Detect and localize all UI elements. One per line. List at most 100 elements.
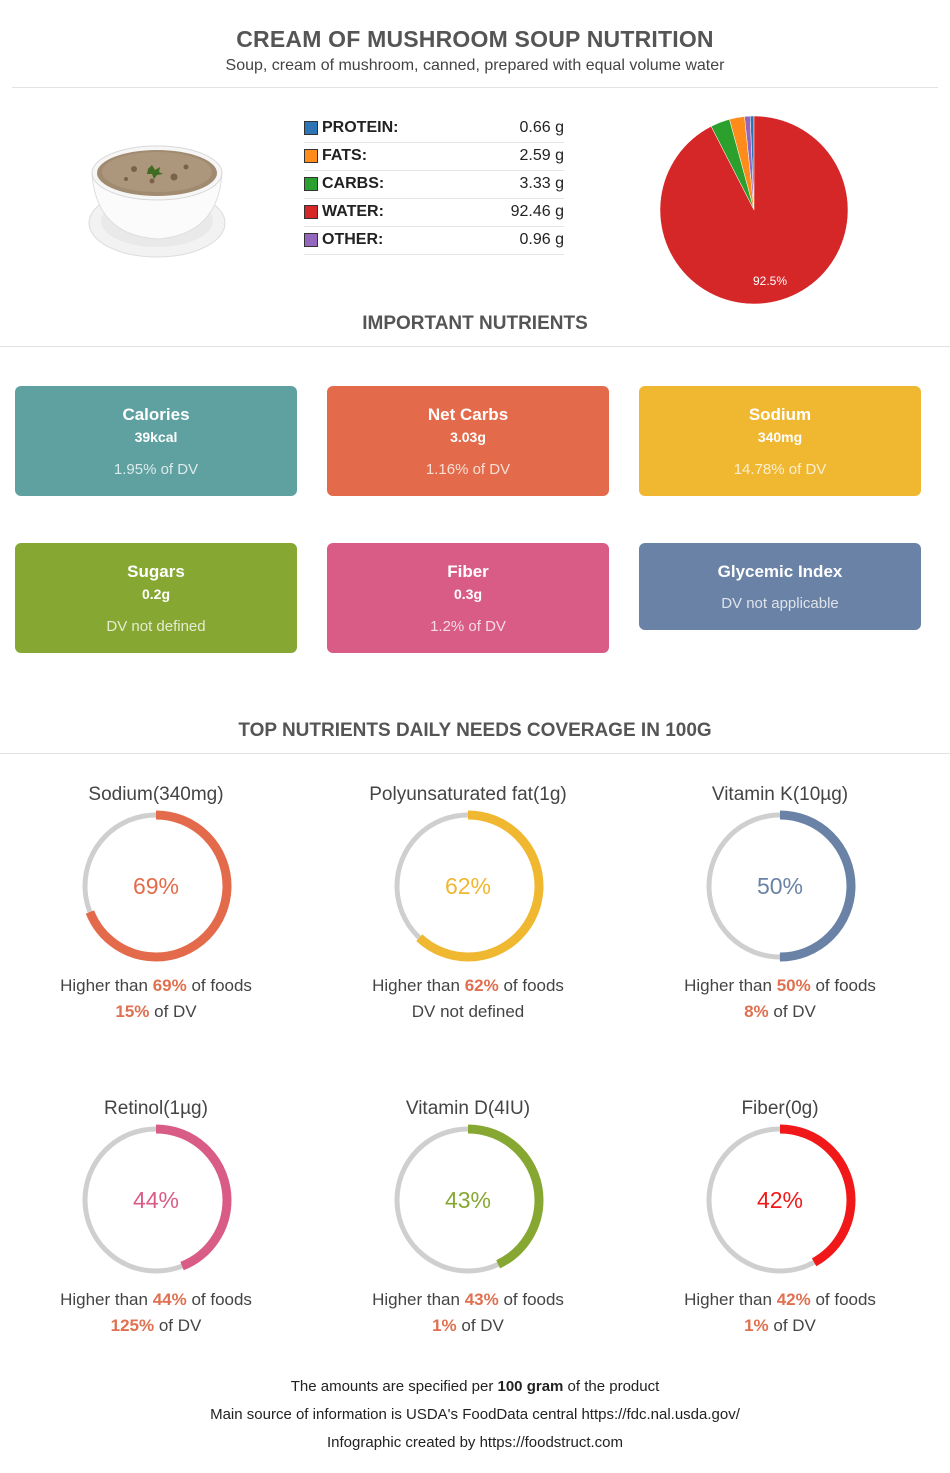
pie-slice-water xyxy=(659,115,849,305)
ring-percent: 62% xyxy=(445,873,491,899)
ring-title: Polyunsaturated fat(1g) xyxy=(369,784,567,805)
ring-higher-than: Higher than 69% of foods xyxy=(0,976,312,996)
higher-value: 44% xyxy=(152,1290,187,1309)
macro-label: CARBS: xyxy=(322,175,385,192)
ring-dv: 1% of DV xyxy=(312,1316,624,1336)
higher-suffix: of foods xyxy=(186,976,252,995)
macro-row-carbs: CARBS: 3.33 g xyxy=(304,170,564,199)
page-title: CREAM OF MUSHROOM SOUP NUTRITION xyxy=(236,26,714,52)
higher-suffix: of foods xyxy=(498,976,564,995)
higher-value: 42% xyxy=(776,1290,811,1309)
higher-value: 43% xyxy=(464,1290,499,1309)
footer-credit: Infographic created by https://foodstruc… xyxy=(327,1434,623,1451)
higher-value: 62% xyxy=(464,976,499,995)
card-name: Sodium xyxy=(748,405,812,424)
higher-prefix: Higher than xyxy=(372,976,465,995)
other-swatch xyxy=(304,233,318,247)
higher-prefix: Higher than xyxy=(60,976,153,995)
higher-suffix: of foods xyxy=(498,1290,564,1309)
ring-cell: Vitamin K(10µg) Higher than 50% of foods 8… xyxy=(624,784,936,1034)
ring-percent: 43% xyxy=(445,1187,491,1213)
ring-dv: 15% of DV xyxy=(0,1002,312,1022)
ring-title: Vitamin K(10µg) xyxy=(711,784,849,805)
carbs-swatch xyxy=(304,177,318,191)
card-dv: 1.2% of DV xyxy=(430,618,506,635)
ring-dv: 1% of DV xyxy=(624,1316,936,1336)
ring-percent: 69% xyxy=(133,873,179,899)
ring-higher-than: Higher than 50% of foods xyxy=(624,976,936,996)
dv-suffix: of DV xyxy=(149,1002,197,1021)
footer-note-suffix: of the product xyxy=(563,1378,660,1395)
higher-prefix: Higher than xyxy=(372,1290,465,1309)
card-sugars: Sugars 0.2g DV not defined xyxy=(15,543,297,653)
ring-progress xyxy=(392,810,544,962)
card-calories: Calories 39kcal 1.95% of DV xyxy=(15,386,297,496)
ring-progress xyxy=(704,810,856,962)
footer-note-bold: 100 gram xyxy=(497,1378,564,1395)
dv-value: 1% xyxy=(744,1316,769,1335)
macro-row-protein: PROTEIN: 0.66 g xyxy=(304,114,564,143)
fats-swatch xyxy=(304,149,318,163)
dv-suffix: of DV xyxy=(154,1316,202,1335)
card-name: Calories xyxy=(122,405,190,424)
macro-label: WATER: xyxy=(322,203,384,220)
higher-suffix: of foods xyxy=(810,976,876,995)
macro-label: PROTEIN: xyxy=(322,119,399,136)
ring-higher-than: Higher than 62% of foods xyxy=(312,976,624,996)
card-value: 3.03g xyxy=(450,429,486,445)
dv-value: 8% xyxy=(744,1002,769,1021)
ring-gauge: 44% xyxy=(80,1124,232,1276)
dv-suffix: of DV xyxy=(456,1316,504,1335)
ring-cell: Fiber(0g) Higher than 42% of foods 1% of D… xyxy=(624,1098,936,1348)
ring-higher-than: Higher than 42% of foods xyxy=(624,1290,936,1310)
ring-title: Sodium(340mg) xyxy=(88,784,224,805)
coverage-divider xyxy=(0,753,950,754)
ring-dv: DV not defined xyxy=(312,1002,624,1022)
higher-prefix: Higher than xyxy=(60,1290,153,1309)
ring-gauge: 69% xyxy=(80,810,232,962)
ring-progress xyxy=(392,1124,544,1276)
pie-slice-label: 92.5% xyxy=(753,274,787,288)
higher-prefix: Higher than xyxy=(684,976,777,995)
important-nutrients-title: IMPORTANT NUTRIENTS xyxy=(362,313,588,334)
ring-cell: Vitamin D(4IU) Higher than 43% of foods 1%… xyxy=(312,1098,624,1348)
card-name: Net Carbs xyxy=(427,405,509,424)
card-value: 340mg xyxy=(757,429,803,445)
ring-cell: Polyunsaturated fat(1g) Higher than 62% o… xyxy=(312,784,624,1034)
ring-higher-than: Higher than 44% of foods xyxy=(0,1290,312,1310)
ring-higher-than: Higher than 43% of foods xyxy=(312,1290,624,1310)
card-value: 0.2g xyxy=(141,586,170,602)
ring-gauge: 62% xyxy=(392,810,544,962)
ring-title: Vitamin D(4IU) xyxy=(405,1098,531,1119)
card-net-carbs: Net Carbs 3.03g 1.16% of DV xyxy=(327,386,609,496)
card-value: 0.3g xyxy=(453,586,482,602)
card-glycemic-index: Glycemic Index DV not applicable xyxy=(639,543,921,630)
card-sodium: Sodium 340mg 14.78% of DV xyxy=(639,386,921,496)
important-divider xyxy=(0,346,950,347)
dv-value: 125% xyxy=(110,1316,155,1335)
macro-row-fats: FATS: 2.59 g xyxy=(304,142,564,171)
higher-value: 50% xyxy=(776,976,811,995)
macro-label: OTHER: xyxy=(322,231,384,248)
ring-gauge: 43% xyxy=(392,1124,544,1276)
footer-source: Main source of information is USDA's Foo… xyxy=(210,1406,740,1423)
macro-value: 0.66 g xyxy=(519,119,564,136)
dv-value: 15% xyxy=(115,1002,150,1021)
ring-cell: Retinol(1µg) Higher than 44% of foods 125%… xyxy=(0,1098,312,1348)
ring-percent: 50% xyxy=(757,873,803,899)
macro-value: 3.33 g xyxy=(519,175,564,192)
soup-bowl-image xyxy=(88,145,226,258)
card-dv: 14.78% of DV xyxy=(733,461,827,478)
footer-note-prefix: The amounts are specified per xyxy=(290,1378,498,1395)
card-name: Fiber xyxy=(447,562,489,581)
ring-progress xyxy=(704,1124,856,1276)
ring-gauge: 42% xyxy=(704,1124,856,1276)
card-dv: DV not applicable xyxy=(721,595,839,612)
card-fiber: Fiber 0.3g 1.2% of DV xyxy=(327,543,609,653)
ring-dv: 8% of DV xyxy=(624,1002,936,1022)
higher-suffix: of foods xyxy=(810,1290,876,1309)
ring-title: Retinol(1µg) xyxy=(104,1098,208,1119)
ring-percent: 44% xyxy=(133,1187,179,1213)
dv-suffix: of DV xyxy=(768,1316,816,1335)
ring-progress xyxy=(80,810,232,962)
